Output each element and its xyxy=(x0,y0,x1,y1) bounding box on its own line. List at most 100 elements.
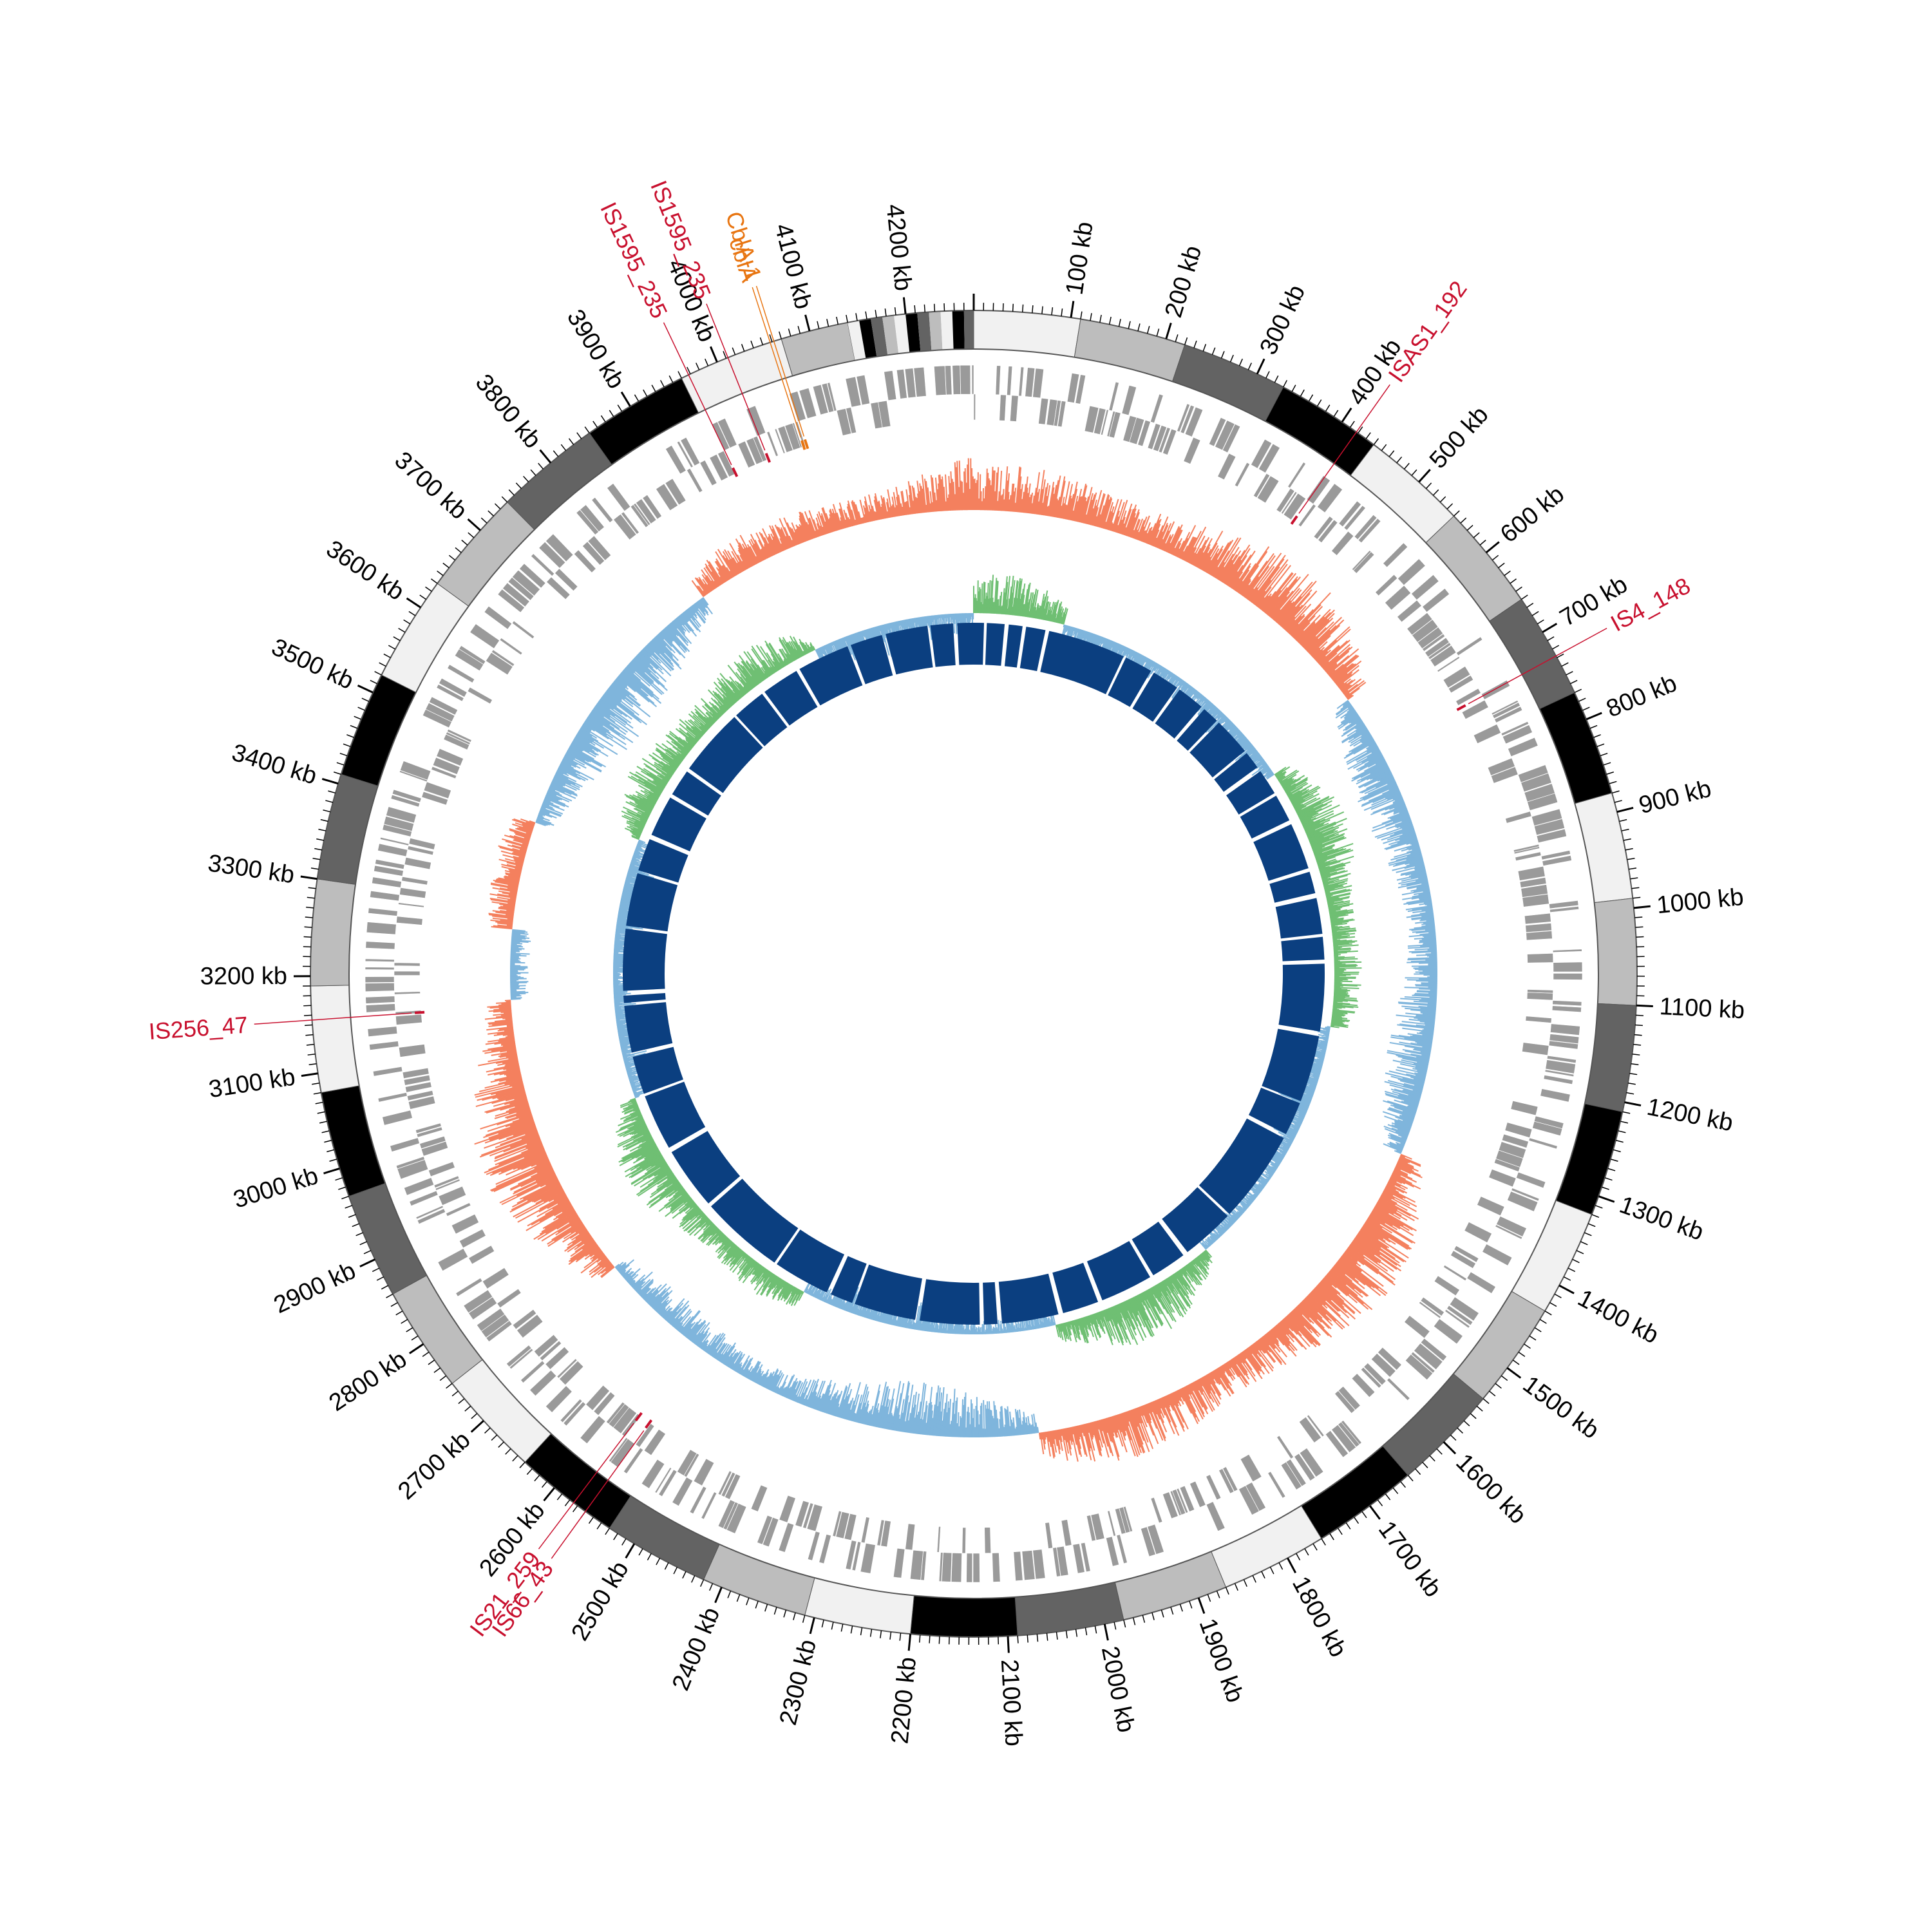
gc-bar xyxy=(1054,1430,1058,1446)
gc-bar xyxy=(927,487,931,513)
gc-bar xyxy=(524,837,531,840)
gc-bar xyxy=(512,929,526,932)
gc-bar xyxy=(1325,1275,1358,1303)
gc-bar xyxy=(1249,1346,1270,1374)
minor-tick xyxy=(1252,1575,1256,1583)
gc-bar xyxy=(1361,788,1399,806)
gc-bar xyxy=(913,500,916,514)
gene-block xyxy=(1540,1088,1571,1103)
gc-bar xyxy=(647,643,675,670)
gc-bar xyxy=(1415,1065,1428,1070)
gc-bar xyxy=(710,1334,726,1356)
gc-bar xyxy=(739,535,757,565)
gc-bar xyxy=(1006,1410,1010,1437)
gc-bar xyxy=(1357,1233,1396,1260)
gc-bar xyxy=(580,727,598,739)
gc-bar xyxy=(596,703,627,726)
gc-bar xyxy=(1316,649,1331,663)
gc-bar xyxy=(860,1406,867,1424)
minor-tick xyxy=(1489,1390,1496,1397)
gc-bar xyxy=(668,1300,690,1324)
gc-bar xyxy=(898,1399,905,1432)
gc-bar xyxy=(1139,1406,1144,1416)
gc-bar xyxy=(653,1290,673,1311)
gc-bar xyxy=(1394,1120,1412,1128)
gene-block xyxy=(658,1469,677,1497)
gene-block xyxy=(1234,462,1250,488)
gc-bar xyxy=(537,815,544,819)
minor-tick xyxy=(446,1383,453,1389)
gene-block xyxy=(377,1092,408,1103)
gc-bar xyxy=(790,1388,797,1401)
gc-bar xyxy=(1019,484,1023,513)
gc-bar xyxy=(1278,1322,1290,1335)
gc-bar xyxy=(510,992,529,994)
scale-tick-label: 2800 kb xyxy=(325,1346,412,1417)
major-tick xyxy=(809,1617,815,1634)
gc-bar xyxy=(650,1290,666,1307)
minor-tick xyxy=(1531,611,1539,616)
minor-tick xyxy=(1274,375,1279,383)
gc-bar xyxy=(1425,1024,1435,1027)
gc-bar xyxy=(1336,704,1352,716)
gene-block xyxy=(1446,1305,1473,1326)
gc-bar xyxy=(513,835,530,842)
gc-bar xyxy=(1249,589,1259,602)
gc-bar xyxy=(1115,525,1119,533)
gc-bar xyxy=(1150,518,1162,545)
gc-bar xyxy=(1107,1417,1115,1437)
gc-bar xyxy=(1133,1408,1141,1424)
gc-bar xyxy=(1300,609,1335,645)
gc-bar xyxy=(495,1160,550,1185)
gc-skew-bar xyxy=(1330,1025,1340,1028)
gc-bar xyxy=(1319,1282,1355,1314)
gc-bar xyxy=(519,1179,559,1200)
gc-bar xyxy=(707,1342,716,1354)
gc-bar xyxy=(1338,682,1345,688)
gc-bar xyxy=(597,1256,607,1265)
gc-bar xyxy=(630,661,654,684)
gc-bar xyxy=(605,1262,612,1268)
gc-bar xyxy=(1179,551,1184,559)
gc-bar xyxy=(598,1258,609,1267)
gene-block xyxy=(1184,406,1204,437)
gc-bar xyxy=(601,1266,615,1278)
gc-bar xyxy=(545,795,566,806)
gene-block xyxy=(737,440,756,468)
gc-bar xyxy=(1413,1063,1428,1068)
gc-bar xyxy=(1278,606,1296,626)
gc-bar xyxy=(1069,488,1078,520)
gc-bar xyxy=(918,1418,922,1435)
gc-bar xyxy=(724,549,740,574)
gc-bar xyxy=(505,1094,527,1102)
gc-bar xyxy=(517,1195,567,1223)
gc-bar xyxy=(1387,1181,1396,1187)
gene-block xyxy=(699,460,717,486)
gc-bar xyxy=(1413,1078,1425,1083)
scale-tick-label: 3600 kb xyxy=(321,535,409,606)
gc-bar xyxy=(540,809,550,814)
gc-bar xyxy=(701,1340,709,1350)
gene-block xyxy=(408,1095,436,1110)
gc-bar xyxy=(1395,1131,1408,1137)
gc-bar xyxy=(490,1085,524,1095)
gc-bar xyxy=(1016,467,1022,513)
gc-bar xyxy=(790,527,799,545)
gc-bar xyxy=(1346,744,1378,763)
gc-bar xyxy=(639,652,658,670)
gc-bar xyxy=(544,798,551,802)
gc-bar xyxy=(503,1065,520,1070)
gene-block xyxy=(416,1126,443,1138)
minor-tick xyxy=(505,1448,511,1455)
gc-bar xyxy=(500,1152,547,1173)
gc-bar xyxy=(513,1154,547,1170)
gc-bar xyxy=(1331,1268,1362,1294)
gc-bar xyxy=(1393,1170,1417,1183)
gc-bar xyxy=(703,590,707,596)
gene-block xyxy=(1280,491,1298,515)
gc-bar xyxy=(990,1410,994,1437)
gc-bar xyxy=(554,1222,583,1242)
gc-bar xyxy=(1361,752,1381,764)
gc-bar xyxy=(580,1254,605,1274)
gc-bar xyxy=(1366,768,1390,781)
